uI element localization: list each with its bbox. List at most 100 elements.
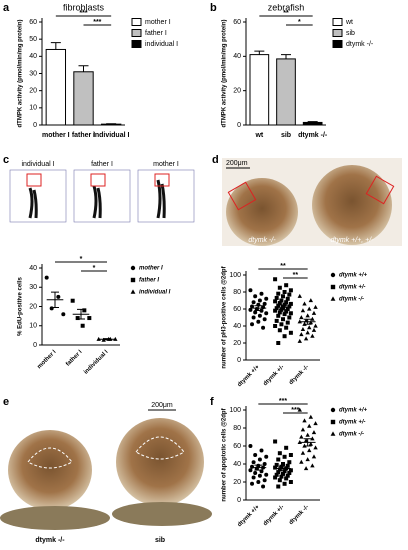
- scale-label: 200μm: [151, 402, 173, 409]
- y-tick-label: 80: [233, 289, 241, 296]
- legend-swatch: [131, 29, 142, 37]
- point: [288, 468, 293, 473]
- significance-label: *: [298, 19, 301, 26]
- y-tick-label: 50: [29, 36, 37, 43]
- bar: [73, 71, 94, 126]
- legend-label: dtymk +/-: [339, 285, 366, 291]
- y-tick-label: 40: [29, 265, 37, 272]
- point: [299, 315, 304, 320]
- point: [277, 478, 282, 483]
- sem-bar: [103, 338, 111, 341]
- sem-bar: [279, 466, 287, 471]
- point: [257, 313, 262, 318]
- legend-marker: [330, 272, 336, 278]
- outline: [27, 447, 73, 469]
- point: [307, 448, 312, 453]
- point: [264, 472, 269, 477]
- point: [310, 436, 315, 441]
- point: [300, 450, 306, 455]
- point: [297, 293, 302, 298]
- point: [256, 319, 261, 324]
- y-tick-label: 20: [233, 479, 241, 486]
- legend-marker: [330, 407, 336, 413]
- roi: [365, 175, 395, 205]
- point: [276, 457, 281, 462]
- gate: [26, 173, 42, 187]
- embryo-head: [116, 418, 204, 506]
- point: [308, 441, 314, 446]
- point: [303, 466, 309, 471]
- chart-title: zebrafish: [268, 2, 305, 12]
- point: [273, 299, 278, 304]
- x-tick-label: father I: [65, 349, 84, 368]
- point: [273, 277, 278, 282]
- x-tick-label: sib: [281, 132, 291, 139]
- x-tick-label: dtymk -/-: [298, 132, 328, 139]
- y-tick-label: 10: [29, 105, 37, 112]
- point: [279, 474, 284, 479]
- error-bar: [281, 54, 291, 59]
- y-tick-label: 100: [229, 272, 241, 279]
- flow-label: individual I: [21, 161, 54, 168]
- y-tick-label: 60: [29, 19, 37, 26]
- point: [307, 306, 312, 311]
- x-tick-label: dtymk +/+: [237, 504, 261, 528]
- point: [287, 304, 292, 309]
- point: [287, 292, 292, 297]
- point: [310, 463, 315, 468]
- sem-bar: [303, 438, 312, 447]
- point: [313, 304, 318, 309]
- point: [276, 341, 281, 345]
- point: [264, 454, 269, 459]
- point: [264, 311, 269, 316]
- yolk: [0, 506, 110, 530]
- point: [284, 476, 289, 481]
- point: [248, 444, 253, 448]
- x-tick-label: dtymk +/+: [237, 364, 261, 388]
- legend-label: father I: [139, 278, 159, 284]
- point: [277, 328, 282, 333]
- bar: [249, 54, 270, 126]
- point: [288, 330, 293, 335]
- y-tick-label: 10: [29, 323, 37, 330]
- point: [281, 471, 285, 476]
- y-tick-label: 40: [233, 53, 241, 60]
- y-tick-label: 40: [233, 461, 241, 468]
- y-tick-label: 20: [29, 303, 37, 310]
- point: [297, 407, 302, 412]
- legend-marker: [130, 277, 136, 283]
- significance-label: ***: [291, 407, 299, 414]
- embryo-head: [312, 165, 392, 245]
- y-tick-label: 0: [237, 122, 241, 129]
- point: [307, 325, 312, 330]
- point: [277, 310, 282, 315]
- significance-label: **: [280, 263, 286, 270]
- panel-label: f: [210, 396, 214, 408]
- significance-label: **: [283, 10, 289, 17]
- y-axis-label: number of apoptotic cells @2dpf: [222, 407, 228, 501]
- legend-label: mother I: [139, 266, 163, 272]
- legend-marker: [330, 284, 336, 290]
- point: [262, 301, 267, 306]
- x-tick-label: mother I: [37, 349, 58, 370]
- legend-label: individual I: [145, 41, 178, 48]
- significance-label: ***: [93, 19, 101, 26]
- point: [300, 308, 306, 313]
- point: [56, 294, 61, 299]
- error-bar: [78, 65, 89, 72]
- bar: [45, 48, 67, 126]
- point: [274, 472, 279, 477]
- panel-label: d: [212, 154, 219, 166]
- gate: [154, 173, 170, 187]
- legend-label: dtymk +/-: [339, 420, 366, 426]
- error-bar: [254, 50, 265, 55]
- point: [70, 298, 75, 303]
- point: [253, 294, 258, 299]
- y-tick-label: 40: [29, 53, 37, 60]
- y-tick-label: 80: [233, 425, 241, 432]
- point: [257, 457, 262, 462]
- point: [284, 309, 289, 314]
- legend-label: dtymk -/-: [339, 432, 364, 438]
- scale-label: 200μm: [226, 160, 248, 167]
